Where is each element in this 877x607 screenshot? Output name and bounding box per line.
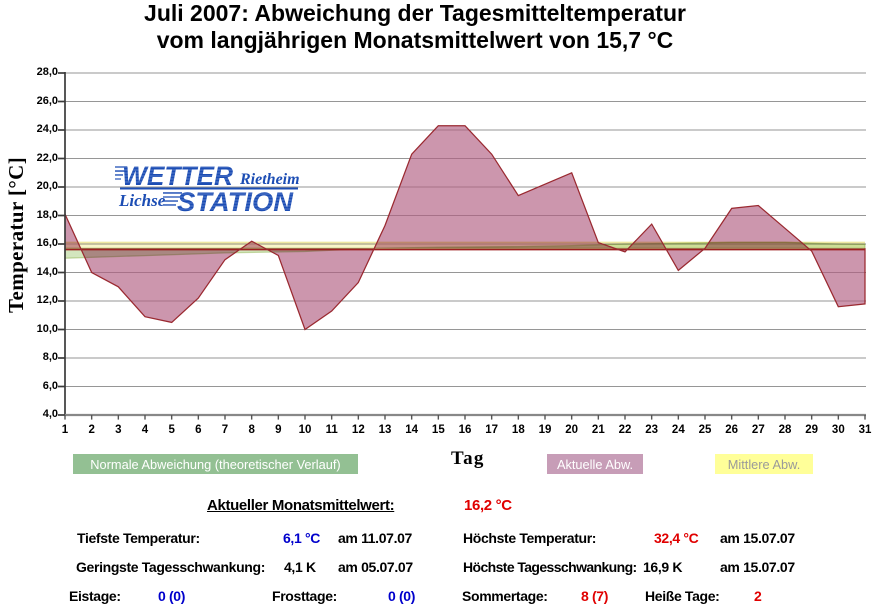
svg-text:STATION: STATION — [177, 187, 293, 217]
svg-text:Lichse: Lichse — [118, 191, 166, 210]
svg-text:Temperatur [°C]: Temperatur [°C] — [4, 157, 28, 313]
svg-text:WETTER: WETTER — [122, 161, 233, 191]
svg-text:Rietheim: Rietheim — [239, 171, 300, 188]
